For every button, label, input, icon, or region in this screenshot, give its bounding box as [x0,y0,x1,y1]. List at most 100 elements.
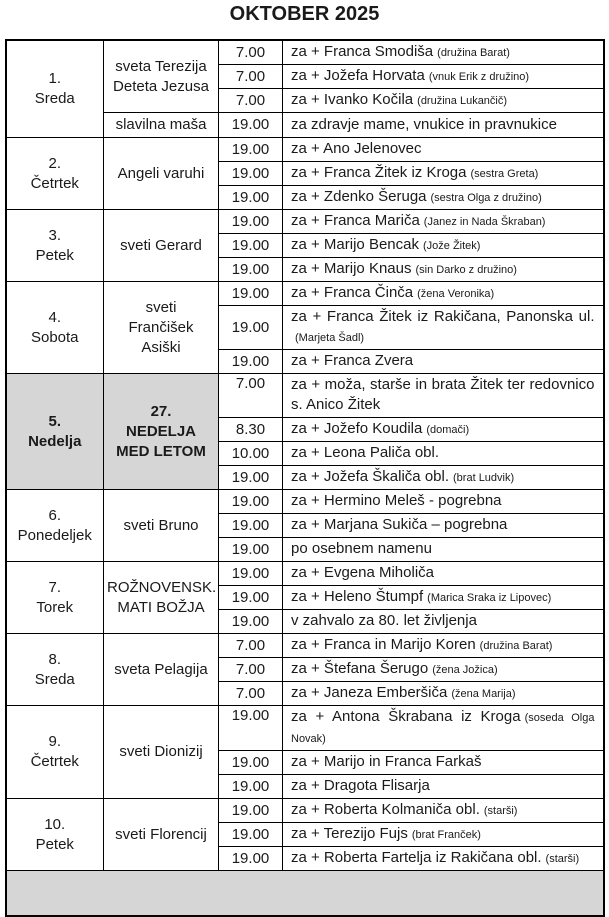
time-cell: 19.00 [218,609,283,634]
saint-cell: Angeli varuhi [103,137,219,210]
intention-cell: po osebnem namenu [282,537,604,562]
intention-cell: za + Dragota Flisarja [282,774,604,799]
time-cell: 19.00 [218,161,283,186]
intention-note: (sestra Greta) [470,168,539,180]
intention-cell: za + Roberta Fartelja iz Rakičana obl. (s… [282,846,604,871]
time-cell: 19.00 [218,585,283,610]
intention-cell: za + Franca Žitek iz Kroga (sestra Greta) [282,161,604,186]
saint-cell: ROŽNOVENSK. MATI BOŽJA [103,561,219,634]
day-cell: 8. Sreda [5,633,104,706]
time-cell: 19.00 [218,281,283,306]
intention-cell: za + Franca Zvera [282,349,604,374]
intention-note: (sin Darko z družino) [415,264,517,276]
table-row: 19.00 v zahvalo za 80. let življenja [6,609,604,634]
intention-note: (domači) [426,424,470,436]
intention-note: (vnuk Erik z družino) [428,71,530,83]
table-row: 1. Sreda sveta Terezija Deteta Jezusa 7.… [5,39,604,138]
saint-cell: sveti Bruno [103,489,219,562]
intention-text: za zdravje mame, vnukice in pravnukice [291,115,557,133]
time-cell: 19.00 [218,349,283,374]
table-row: 19.00 za + Terezijo Fujs (brat Franček) [6,822,604,847]
table-row: 7. Torek ROŽNOVENSK. MATI BOŽJA 19.00 za… [5,561,604,634]
time-cell: 19.00 [218,561,283,586]
table-row: 19.00 za + Dragota Flisarja [6,774,604,799]
mass-schedule-table: 1. Sreda sveta Terezija Deteta Jezusa 7.… [4,39,605,917]
intention-text: za + Jožefa Horvata [291,67,425,84]
intention-cell: za + Štefana Šerugo (žena Jožica) [282,657,604,682]
page-title: OKTOBER 2025 [229,3,380,25]
intention-cell: za + Janeza Emberšiča (žena Marija) [282,681,604,706]
table-row: 7.00 za + Štefana Šerugo (žena Jožica) [6,657,604,682]
saint-line: sveta Pelagija [114,660,208,678]
intention-text: za + Roberta Fartelja iz Rakičana obl. [291,849,542,866]
time-cell: 19.00 [218,137,283,162]
intention-text: za + Franca Žitek iz Kroga [291,164,467,181]
intention-note: (žena Veronika) [417,288,495,300]
intention-note: (starši) [545,853,580,865]
intention-cell: za + Franca Žitek iz Rakičana, Panonska … [282,305,604,350]
time-cell: 19.00 [218,489,283,514]
intention-text: za + Heleno Štumpf [291,588,424,605]
day-cell: 2. Četrtek [5,137,104,210]
weekday-name: Sreda [34,90,75,107]
weekday-name: Nedelja [28,432,82,450]
saint-line: sveta Terezija [115,57,207,75]
intention-cell: v zahvalo za 80. let življenja [282,609,604,634]
table-row [5,870,604,917]
saint-cell: sveti Dionizij [103,705,219,799]
table-row: 7.00 za + Janeza Emberšiča (žena Marija) [6,681,604,706]
intention-note: (Marica Sraka iz Lipovec) [427,592,552,604]
saint-line: Angeli varuhi [117,164,205,182]
intention-text: za + Hermino Meleš - pogrebna [291,492,502,509]
day-cell: 5. Nedelja [5,373,104,490]
table-row: 19.00 za + Franca Žitek iz Rakičana, Pan… [6,305,604,350]
intention-text: za + Franca Žitek iz Rakičana, Panonska … [291,308,595,325]
time-cell: 8.30 [218,417,283,442]
intention-note: (žena Jožica) [432,664,498,676]
intention-note: (Jože Žitek) [422,240,481,252]
intention-text: za + Evgena Miholiča [291,564,434,581]
table-row: 19.00 za + Jožefa Škaliča obl. (brat Ludv… [6,465,604,490]
day-cell: 9. Četrtek [5,705,104,799]
intention-text: za + Franca Činča [291,284,414,301]
time-cell: 19.00 [218,185,283,210]
saint-cell: 27. NEDELJA MED LETOM [103,373,219,490]
table-row: 19.00 za + Marijo in Franca Farkaš [6,750,604,775]
table-row: 9. Četrtek sveti Dionizij 19.00 za + Ant… [5,705,604,799]
intention-text: za + Ivanko Kočila [291,91,414,108]
time-cell: 7.00 [218,64,283,89]
time-cell: 19.00 [218,209,283,234]
intention-text: za + Jožefa Škaliča obl. [291,468,450,485]
intention-note: (sestra Olga z družino) [430,192,542,204]
intention-cell: za + Marijo Bencak (Jože Žitek) [282,233,604,258]
time-cell: 7.00 [218,39,283,65]
time-cell: 7.00 [218,633,283,658]
table-row: 5. Nedelja 27. NEDELJA MED LETOM 7.00 za… [5,373,604,490]
intention-text: za + Terezijo Fujs [291,825,408,842]
day-number: 5. [48,412,61,430]
day-number: 3. [48,226,61,244]
weekday-name: Sreda [34,670,75,688]
day-cell: 10. Petek [5,798,104,871]
day-cell: 6. Ponedeljek [5,489,104,562]
saint-cell: slavilna maša [103,112,219,138]
intention-note: (Marjeta Šadl) [295,332,365,344]
day-number: 10. [44,815,66,833]
table-row: 19.00 za + Franca Žitek iz Kroga (sestra … [6,161,604,186]
saint-line: ROŽNOVENSK. [107,578,217,596]
empty-footer-row [5,870,604,917]
table-row: 4. Sobota sveti Frančišek Asiški 19.00 z… [5,281,604,374]
intention-text: za + Leona Paliča obl. [291,444,440,461]
saint-line: sveti Gerard [120,236,202,254]
intention-text: za + Dragota Flisarja [291,777,430,794]
intention-cell: za + Franca Smodiša (družina Barat) [282,39,604,65]
weekday-name: Petek [35,246,74,264]
table-row: 10. Petek sveti Florencij 19.00 za + Rob… [5,798,604,871]
intention-cell: za + Jožefa Horvata (vnuk Erik z družino) [282,64,604,89]
table-row: 6. Ponedeljek sveti Bruno 19.00 za + Her… [5,489,604,562]
time-cell: 19.00 [218,305,283,350]
intention-cell: za + Antona Škrabana iz Kroga (soseda Olg… [282,705,604,751]
intention-text: za + Ano Jelenovec [291,140,422,157]
intention-text: za + Marijo Bencak [291,236,419,253]
table-row: 8. Sreda sveta Pelagija 7.00 za + Franca… [5,633,604,706]
